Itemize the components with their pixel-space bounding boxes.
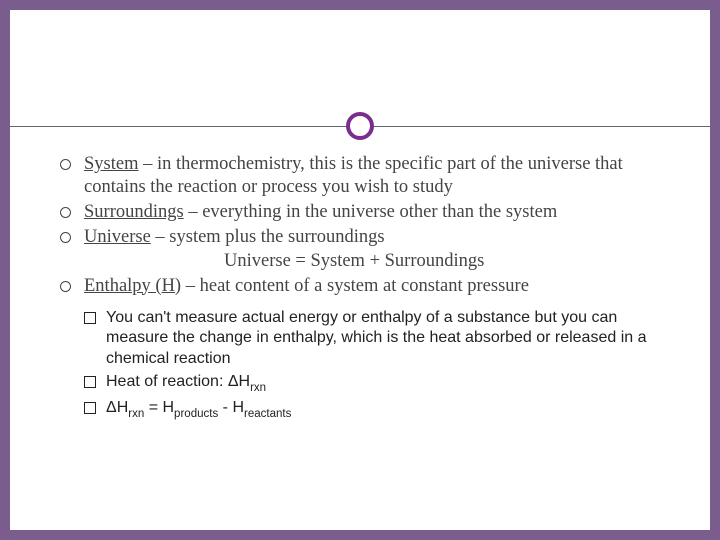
eqn-mid: = H [144, 399, 174, 416]
hor-prefix: Heat of reaction: ΔH [106, 373, 250, 390]
hor-subscript: rxn [250, 382, 266, 394]
eqn-lhs-sub: rxn [128, 408, 144, 420]
slide: System – in thermochemistry, this is the… [0, 0, 720, 540]
list-item: System – in thermochemistry, this is the… [58, 153, 670, 199]
definition: – system plus the surroundings [151, 227, 385, 247]
eqn-prod-sub: products [174, 408, 218, 420]
eqn-mid2: - H [218, 399, 244, 416]
content-area: System – in thermochemistry, this is the… [58, 153, 670, 424]
definition: – heat content of a system at constant p… [181, 276, 529, 296]
main-list: System – in thermochemistry, this is the… [58, 153, 670, 298]
sub-text: You can't measure actual energy or entha… [106, 309, 647, 367]
term: System [84, 154, 138, 174]
list-item: Enthalpy (H) – heat content of a system … [58, 275, 670, 298]
sub-list-item: Heat of reaction: ΔHrxn [84, 372, 670, 395]
ring-icon [346, 112, 374, 140]
list-item: Universe – system plus the surroundings … [58, 226, 670, 272]
eqn-lhs: ΔH [106, 399, 128, 416]
sub-list-item: You can't measure actual energy or entha… [84, 308, 670, 369]
equation-line: Universe = System + Surroundings [84, 250, 670, 273]
sub-list-item: ΔHrxn = Hproducts - Hreactants [84, 398, 670, 421]
list-item: Surroundings – everything in the univers… [58, 201, 670, 224]
term: Universe [84, 227, 151, 247]
definition: – in thermochemistry, this is the specif… [84, 154, 623, 197]
definition: – everything in the universe other than … [184, 202, 558, 222]
sub-list: You can't measure actual energy or entha… [84, 308, 670, 421]
term: Surroundings [84, 202, 184, 222]
eqn-reac-sub: reactants [244, 408, 291, 420]
term: Enthalpy (H) [84, 276, 181, 296]
